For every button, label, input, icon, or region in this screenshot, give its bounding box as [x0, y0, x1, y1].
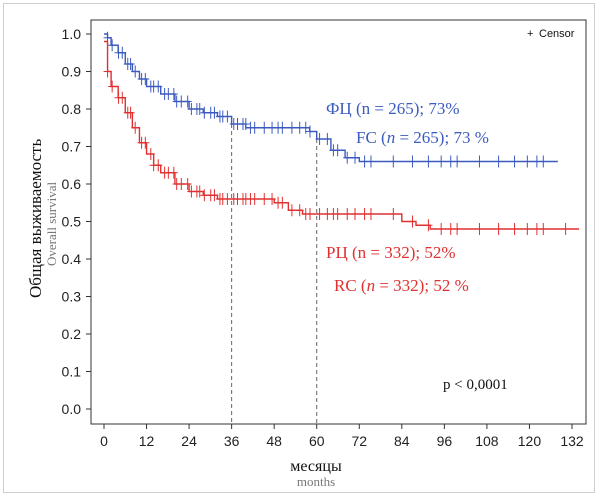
x-tick-label: 36 — [224, 433, 240, 449]
x-tick-label: 12 — [139, 433, 155, 449]
chart-frame: 0.0 0.1 0.2 0.3 0.4 0.5 0.6 0.7 0.8 0.9 1.0 0 12 24 36… — [3, 3, 595, 493]
series-1-line — [104, 40, 580, 230]
x-tick-label: 72 — [351, 433, 367, 449]
series-0-line — [104, 33, 558, 163]
legend-label: Censor — [539, 28, 575, 40]
y-tick-label: 0.1 — [62, 364, 82, 380]
y-tick-label: 0.7 — [62, 139, 82, 155]
x-tick-label: 24 — [181, 433, 197, 449]
x-axis-label: месяцы — [290, 458, 342, 475]
x-tick-label: 96 — [437, 433, 453, 449]
y-tick-label: 1.0 — [62, 26, 82, 42]
survival-chart: 0.0 0.1 0.2 0.3 0.4 0.5 0.6 0.7 0.8 0.9 1.0 0 12 24 36… — [26, 19, 587, 489]
x-tick-label: 132 — [560, 433, 584, 449]
x-tick-label: 0 — [100, 433, 108, 449]
y-axis-label: Общая выживаемость — [26, 139, 45, 298]
y-tick-label: 0.3 — [62, 289, 82, 305]
y-tick-label: 0.8 — [62, 101, 82, 117]
y-tick-label: 0.2 — [62, 326, 82, 342]
y-tick-label: 0.0 — [62, 401, 82, 417]
y-tick-label: 0.4 — [62, 251, 82, 267]
x-tick-label: 120 — [518, 433, 542, 449]
y-axis-sublabel: Overall survival — [44, 181, 59, 266]
annotation-blue-ru: ФЦ (n = 265); 73% — [326, 99, 460, 118]
x-tick-label: 84 — [394, 433, 410, 449]
series-0-censors — [103, 31, 548, 168]
p-value: p < 0,0001 — [443, 377, 508, 393]
y-tick-label: 0.6 — [62, 176, 82, 192]
annotation-blue-en: FC (n = 265); 73 % — [356, 128, 489, 147]
y-tick-label: 0.5 — [62, 214, 82, 230]
y-tick-label: 0.9 — [62, 64, 82, 80]
x-tick-label: 108 — [475, 433, 499, 449]
plot-border — [90, 19, 587, 425]
annotation-red-ru: РЦ (n = 332); 52% — [326, 243, 456, 262]
x-axis-sublabel: months — [297, 474, 335, 489]
annotation-red-en: RC (n = 332); 52 % — [334, 276, 469, 295]
x-tick-label: 60 — [309, 433, 325, 449]
legend-marker: + — [527, 28, 533, 40]
x-tick-label: 48 — [266, 433, 282, 449]
series-1-censors — [103, 65, 570, 235]
